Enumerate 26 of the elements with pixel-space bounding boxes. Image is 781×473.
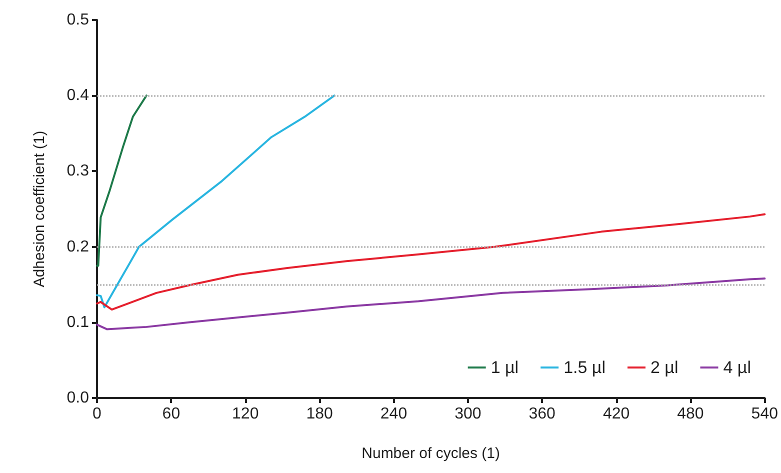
y-tick-label: 0.3	[66, 162, 90, 180]
x-tick-label: 0	[92, 406, 102, 422]
x-tick-label: 180	[306, 406, 333, 422]
line-series	[96, 278, 766, 330]
x-tick-label: 480	[677, 406, 704, 422]
x-tick-label: 540	[751, 406, 778, 422]
legend-label: 4 µl	[723, 358, 751, 377]
legend-label: 1 µl	[490, 358, 519, 377]
x-tick-label: 360	[528, 406, 556, 422]
x-tick-label: 120	[232, 406, 259, 422]
line-series	[96, 213, 766, 311]
y-axis-title: Adhesion coefficient (1)	[31, 130, 48, 288]
legend-label: 1.5 µl	[564, 358, 606, 377]
line-series	[96, 94, 336, 308]
x-tick-label: 240	[380, 406, 408, 422]
y-tick-label: 0.0	[66, 390, 90, 406]
line-series	[96, 94, 148, 267]
y-tick-label: 0.4	[66, 87, 90, 104]
y-tick-label: 0.2	[66, 238, 90, 256]
x-tick-label: 60	[162, 406, 180, 422]
x-axis-title: Number of cycles (1)	[362, 445, 500, 462]
y-tick-label: 0.5	[66, 12, 90, 28]
x-tick-label: 420	[602, 406, 630, 422]
x-tick-label: 300	[454, 406, 482, 422]
y-tick-label: 0.1	[66, 314, 90, 331]
legend-label: 2 µl	[650, 358, 678, 377]
